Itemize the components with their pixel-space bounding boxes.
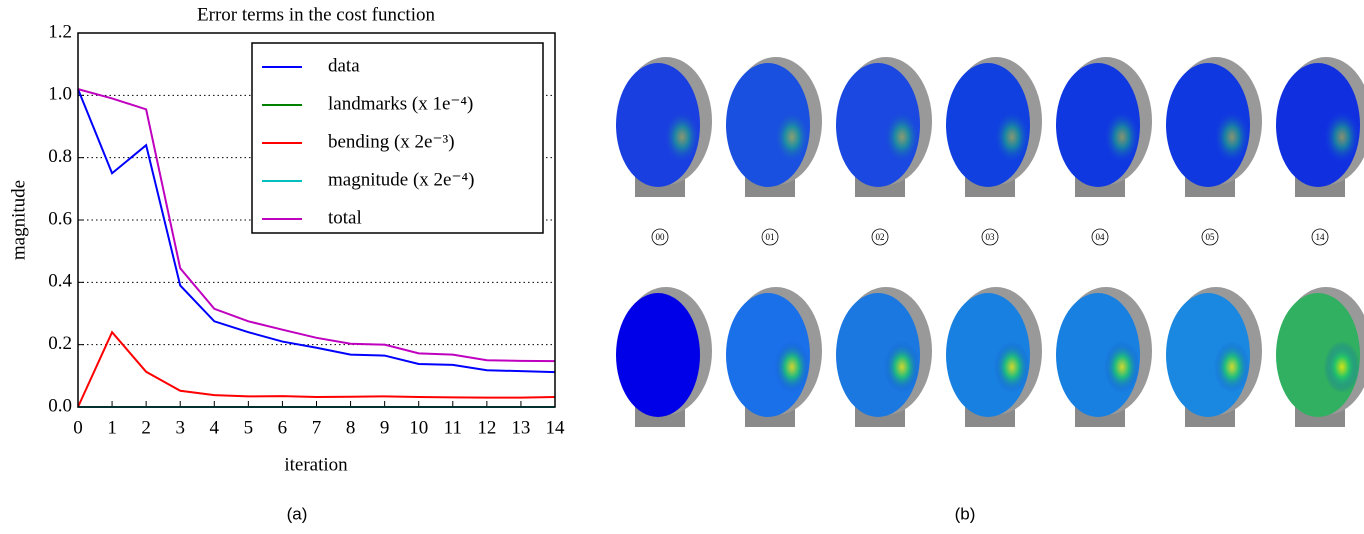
x-tick-label: 5 bbox=[244, 417, 254, 438]
face-label: 04 bbox=[1096, 232, 1106, 242]
x-tick-label: 10 bbox=[409, 417, 428, 438]
error-highlight bbox=[1324, 111, 1360, 163]
panel-label: (b) bbox=[955, 504, 976, 523]
legend-label: magnitude (x 2e⁻⁴) bbox=[328, 169, 474, 190]
x-tick-label: 12 bbox=[477, 417, 496, 438]
legend-label: bending (x 2e⁻³) bbox=[328, 131, 455, 152]
error-highlight bbox=[1324, 341, 1360, 393]
y-tick-label: 0.4 bbox=[48, 271, 72, 292]
legend-label: landmarks (x 1e⁻⁴) bbox=[328, 93, 473, 114]
face-grid: 00 01 02 03 04 05 14 bbox=[616, 57, 1364, 427]
y-tick-label: 0.8 bbox=[48, 146, 72, 167]
x-tick-label: 4 bbox=[210, 417, 220, 438]
figure: Error terms in the cost function iterati… bbox=[0, 0, 1364, 529]
y-tick-label: 0.0 bbox=[48, 395, 72, 416]
error-highlight bbox=[774, 341, 810, 393]
x-tick-label: 13 bbox=[511, 417, 530, 438]
face-label: 14 bbox=[1316, 232, 1326, 242]
face-label: 00 bbox=[656, 232, 666, 242]
y-tick-label: 1.0 bbox=[48, 84, 72, 105]
x-tick-label: 8 bbox=[346, 417, 356, 438]
error-highlight bbox=[1214, 111, 1250, 163]
face-label: 01 bbox=[766, 232, 775, 242]
legend-label: data bbox=[328, 55, 360, 76]
x-tick-label: 14 bbox=[546, 417, 566, 438]
error-highlight bbox=[774, 111, 810, 163]
x-tick-label: 9 bbox=[380, 417, 390, 438]
panel-label: (a) bbox=[287, 504, 308, 523]
x-tick-label: 6 bbox=[278, 417, 288, 438]
face-label: 02 bbox=[876, 232, 885, 242]
y-tick-label: 0.6 bbox=[48, 208, 72, 229]
y-tick-label: 0.2 bbox=[48, 333, 72, 354]
x-axis-label: iteration bbox=[284, 454, 348, 475]
face-label: 05 bbox=[1206, 232, 1216, 242]
error-highlight bbox=[664, 111, 700, 163]
face-label: 03 bbox=[986, 232, 996, 242]
legend-label: total bbox=[328, 207, 362, 228]
error-highlight bbox=[994, 341, 1030, 393]
x-tick-label: 11 bbox=[444, 417, 462, 438]
x-tick-label: 3 bbox=[175, 417, 185, 438]
error-highlight bbox=[1104, 341, 1140, 393]
x-tick-label: 7 bbox=[312, 417, 322, 438]
face bbox=[616, 293, 700, 417]
chart-title: Error terms in the cost function bbox=[197, 4, 435, 25]
x-tick-label: 1 bbox=[107, 417, 117, 438]
error-highlight bbox=[884, 341, 920, 393]
error-highlight bbox=[1214, 341, 1250, 393]
x-tick-label: 0 bbox=[73, 417, 83, 438]
y-axis-label: magnitude bbox=[8, 180, 29, 260]
error-highlight bbox=[884, 111, 920, 163]
error-highlight bbox=[1104, 111, 1140, 163]
y-tick-label: 1.2 bbox=[48, 21, 72, 42]
error-highlight bbox=[994, 111, 1030, 163]
x-tick-label: 2 bbox=[141, 417, 151, 438]
